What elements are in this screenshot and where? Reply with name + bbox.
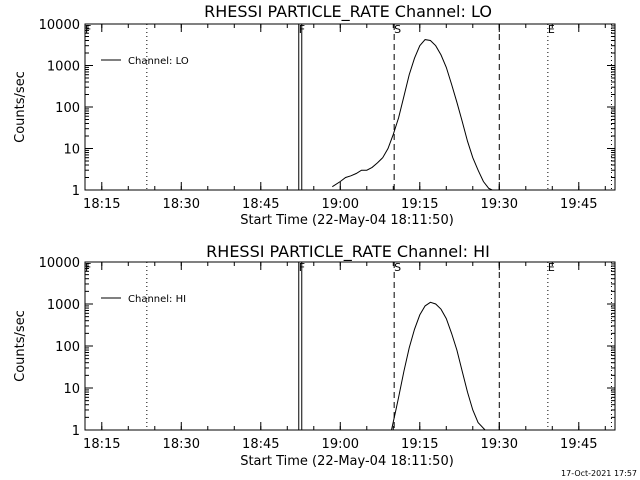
y-tick-label: 1: [72, 184, 80, 199]
x-tick-label: 18:15: [83, 437, 120, 452]
legend-label: Channel: HI: [128, 294, 186, 305]
x-tick-label: 19:00: [322, 197, 359, 212]
x-tick-label: 19:45: [560, 437, 597, 452]
y-tick-label: 10: [63, 143, 80, 158]
y-ticks-lo: 1 10 100 1000 10000: [39, 18, 80, 199]
x-axis-label: Start Time (22-May-04 18:11:50): [240, 213, 454, 228]
series-line-lo: [332, 39, 493, 191]
x-tick-label: 19:15: [401, 197, 438, 212]
y-tick-label: 10000: [39, 18, 80, 33]
x-tick-label: 18:45: [242, 437, 279, 452]
marker-label: F: [85, 23, 91, 36]
timestamp-label: 17-Oct-2021 17:57: [561, 469, 637, 478]
x-tick-label: 19:30: [481, 437, 518, 452]
chart-hi: RHESSI PARTICLE_RATE Channel: HI F F S E 18…: [13, 242, 616, 469]
x-tick-label: 18:15: [83, 197, 120, 212]
chart-title: RHESSI PARTICLE_RATE Channel: LO: [204, 2, 492, 22]
y-axis-label: Counts/sec: [13, 71, 28, 143]
x-tick-label: 18:30: [163, 437, 200, 452]
marker-label: E: [548, 261, 555, 274]
y-axis-label: Counts/sec: [13, 310, 28, 382]
y-tick-label: 1: [72, 424, 80, 439]
legend-label: Channel: LO: [128, 56, 189, 67]
y-tick-label: 10000: [39, 256, 80, 271]
x-tick-label: 18:30: [163, 197, 200, 212]
x-tick-label: 19:45: [560, 197, 597, 212]
series-line-hi: [391, 301, 486, 431]
chart-lo: RHESSI PARTICLE_RATE Channel: LO F F S E 18…: [13, 2, 616, 228]
plot-frame: [84, 23, 616, 191]
x-tick-label: 19:00: [322, 437, 359, 452]
x-ticks-lo: 18:15 18:30 18:45 19:00 19:15 19:30 19:4…: [83, 197, 597, 212]
x-tick-label: 18:45: [242, 197, 279, 212]
x-ticks-hi: 18:15 18:30 18:45 19:00 19:15 19:30 19:4…: [83, 437, 597, 452]
marker-label: F: [299, 261, 305, 274]
y-tick-label: 10: [63, 382, 80, 397]
y-tick-label: 100: [55, 340, 80, 355]
x-tick-label: 19:30: [481, 197, 518, 212]
x-axis-label: Start Time (22-May-04 18:11:50): [240, 454, 454, 469]
marker-label: S: [394, 23, 401, 36]
marker-label: S: [394, 261, 401, 274]
y-tick-label: 1000: [47, 298, 80, 313]
marker-label: F: [299, 23, 305, 36]
y-ticks-hi: 1 10 100 1000 10000: [39, 256, 80, 439]
marker-label: F: [85, 261, 91, 274]
x-tick-label: 19:15: [401, 437, 438, 452]
y-tick-label: 100: [55, 101, 80, 116]
plot-frame: [84, 261, 616, 431]
y-tick-label: 1000: [47, 60, 80, 75]
marker-label: E: [548, 23, 555, 36]
chart-title: RHESSI PARTICLE_RATE Channel: HI: [206, 242, 490, 262]
